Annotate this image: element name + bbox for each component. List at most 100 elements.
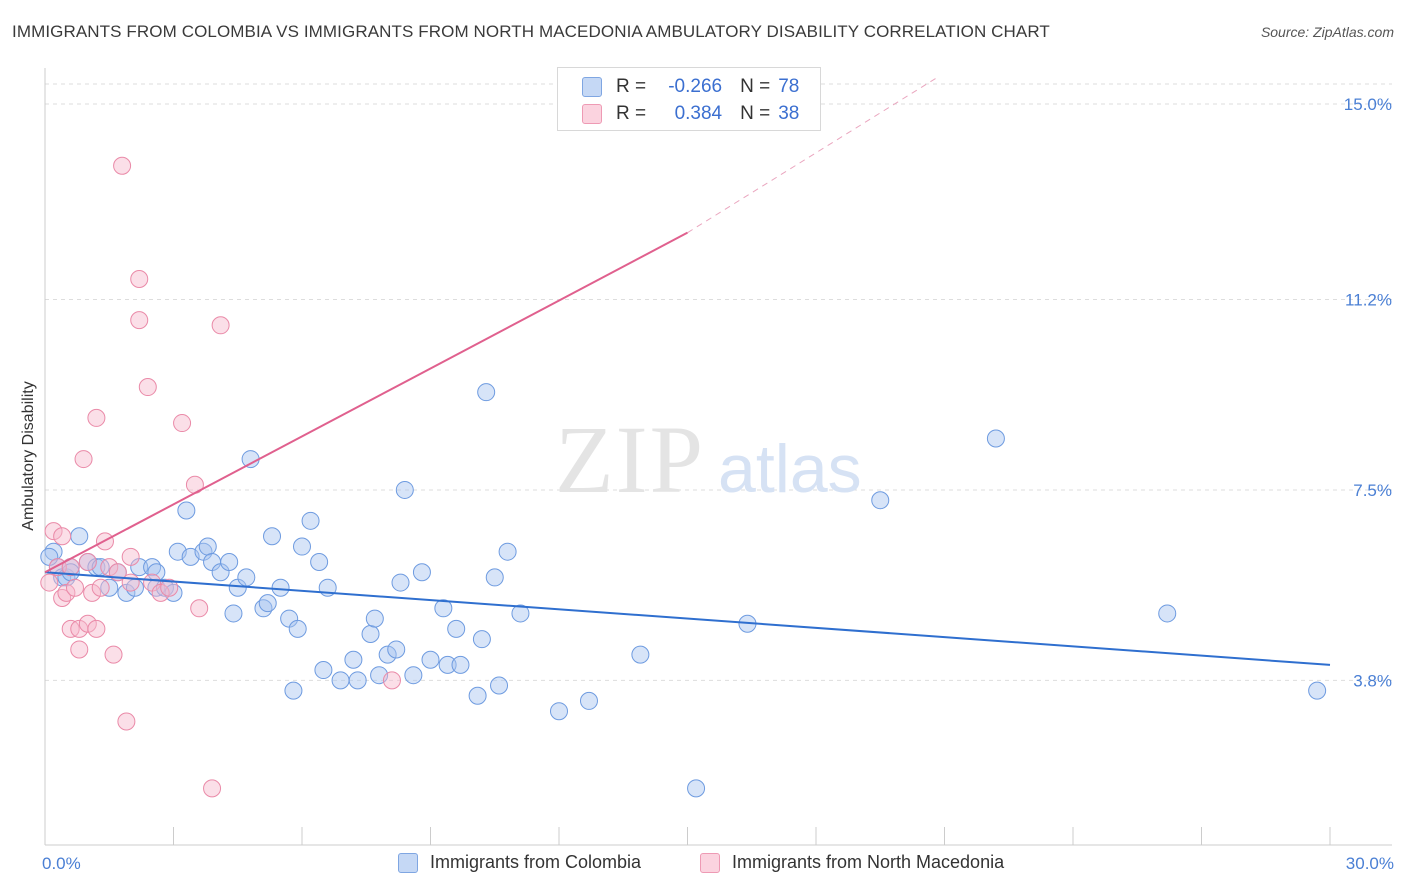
data-point-macedonia: [113, 156, 132, 175]
data-point-colombia: [687, 779, 706, 798]
data-point-colombia: [1308, 681, 1327, 700]
data-point-colombia: [284, 681, 303, 700]
watermark: ZIP atlas: [555, 406, 862, 513]
data-point-macedonia: [74, 450, 93, 469]
data-point-macedonia: [40, 573, 59, 592]
bottom-legend-macedonia-label: Immigrants from North Macedonia: [732, 852, 1005, 872]
trend-line-macedonia: [44, 231, 688, 574]
data-point-colombia: [1158, 604, 1177, 623]
data-point-colombia: [438, 655, 457, 674]
data-point-macedonia: [100, 558, 119, 577]
watermark-atlas: atlas: [718, 431, 862, 507]
legend-r-value: 0.384: [674, 103, 723, 124]
chart-title: IMMIGRANTS FROM COLOMBIA VS IMMIGRANTS F…: [12, 22, 1050, 41]
data-point-colombia: [117, 583, 136, 602]
data-point-colombia: [395, 480, 414, 499]
data-point-colombia: [485, 568, 504, 587]
y-axis-label: Ambulatory Disability: [20, 381, 37, 530]
data-point-colombia: [301, 511, 320, 530]
data-point-colombia: [293, 537, 311, 556]
data-point-colombia: [468, 686, 487, 705]
data-point-macedonia: [57, 583, 76, 602]
data-point-macedonia: [91, 578, 110, 597]
trend-lines: [44, 77, 1331, 666]
data-point-colombia: [177, 501, 196, 520]
legend-n-label: N =: [740, 103, 771, 124]
y-tick-label: 7.5%: [1353, 481, 1392, 500]
legend: R = -0.266 N = 78 R = 0.384 N = 38: [557, 67, 821, 131]
data-point-macedonia: [121, 547, 140, 566]
data-point-colombia: [314, 661, 333, 680]
data-point-macedonia: [78, 552, 97, 571]
data-point-colombia: [70, 527, 89, 546]
data-point-macedonia: [87, 408, 106, 427]
data-point-colombia: [387, 640, 406, 659]
legend-r-value: -0.266: [668, 76, 723, 97]
bottom-legend-colombia: Immigrants from Colombia: [398, 852, 641, 873]
data-point-colombia: [579, 691, 598, 710]
data-point-colombia: [477, 383, 496, 402]
data-point-colombia: [258, 594, 277, 613]
data-point-colombia: [511, 604, 530, 623]
source-label: Source: ZipAtlas.com: [1260, 24, 1394, 40]
data-point-macedonia: [70, 640, 89, 659]
legend-r-label: R =: [616, 103, 647, 124]
tick-labels: 3.8% 7.5% 11.2% 15.0% 0.0% 30.0%: [42, 95, 1394, 873]
data-point-macedonia: [104, 645, 123, 664]
watermark-zip: ZIP: [555, 406, 705, 513]
trend-line-colombia: [44, 571, 1331, 666]
data-point-colombia: [434, 599, 453, 618]
bottom-swatch-macedonia: [700, 852, 720, 873]
data-point-colombia: [472, 630, 491, 649]
data-point-colombia: [361, 625, 380, 644]
data-point-macedonia: [65, 578, 84, 597]
y-tick-label: 15.0%: [1344, 95, 1392, 114]
data-point-colombia: [271, 578, 290, 597]
data-point-macedonia: [211, 316, 230, 335]
data-point-colombia: [404, 666, 423, 685]
data-point-macedonia: [203, 779, 222, 798]
legend-r-label: R =: [616, 76, 647, 97]
data-point-colombia: [378, 645, 397, 664]
x-tick-label: 0.0%: [42, 854, 81, 873]
data-point-macedonia: [173, 414, 192, 433]
data-point-macedonia: [190, 599, 209, 618]
legend-n-value: 38: [778, 103, 800, 124]
bottom-swatch-colombia: [398, 852, 418, 873]
legend-swatch-macedonia: [582, 104, 602, 124]
data-point-colombia: [263, 527, 282, 546]
trend-line-macedonia-extension: [687, 77, 937, 234]
data-point-colombia: [310, 552, 329, 571]
data-point-macedonia: [87, 619, 106, 638]
data-point-colombia: [490, 676, 509, 695]
series-macedonia-points: [40, 156, 401, 798]
data-point-macedonia: [138, 378, 157, 397]
data-point-colombia: [220, 552, 239, 571]
data-point-macedonia: [44, 522, 63, 541]
legend-n-value: 78: [778, 76, 800, 97]
legend-row-colombia: R = -0.266 N = 78: [582, 75, 799, 99]
data-point-macedonia: [83, 583, 102, 602]
data-point-colombia: [237, 568, 256, 587]
data-point-macedonia: [382, 671, 401, 690]
data-point-macedonia: [117, 712, 136, 731]
data-point-colombia: [550, 702, 568, 721]
data-point-colombia: [421, 650, 440, 669]
data-point-colombia: [288, 619, 307, 638]
data-point-macedonia: [130, 269, 149, 288]
axes: [44, 68, 1392, 846]
data-point-colombia: [986, 429, 1005, 448]
data-point-macedonia: [130, 311, 149, 330]
data-point-colombia: [224, 604, 243, 623]
gridlines: [45, 83, 1392, 681]
legend-row-macedonia: R = 0.384 N = 38: [582, 102, 799, 126]
data-point-colombia: [447, 619, 466, 638]
data-point-macedonia: [121, 573, 140, 592]
bottom-legend-macedonia: Immigrants from North Macedonia: [700, 852, 1004, 873]
data-point-colombia: [348, 671, 367, 690]
data-point-colombia: [871, 491, 890, 510]
data-point-macedonia: [151, 583, 170, 602]
legend-swatch-colombia: [582, 77, 602, 97]
data-point-colombia: [631, 645, 650, 664]
bottom-legend-colombia-label: Immigrants from Colombia: [430, 852, 642, 872]
